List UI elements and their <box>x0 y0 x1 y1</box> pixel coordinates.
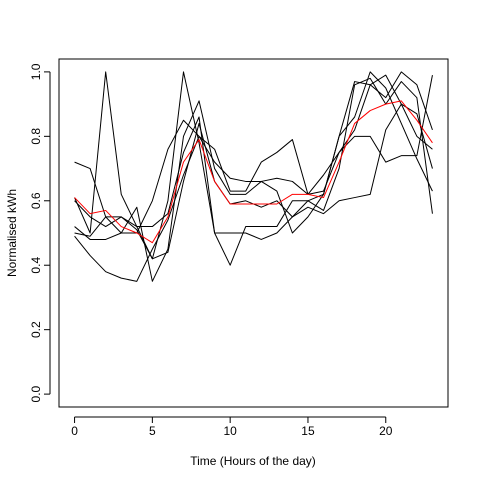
series-line-3 <box>74 71 433 282</box>
series-line-red <box>74 100 433 244</box>
series-line-4 <box>74 71 433 240</box>
x-axis-label: Time (Hours of the day) <box>190 454 316 468</box>
y-axis-label: Normalised kWh <box>5 189 19 277</box>
y-tick-label: 0.6 <box>29 192 43 209</box>
y-tick-label: 0.0 <box>29 385 43 402</box>
x-tick-label: 15 <box>301 424 315 438</box>
y-tick-label: 0.2 <box>29 321 43 338</box>
x-tick-label: 0 <box>71 424 78 438</box>
plot-frame <box>58 58 449 408</box>
series-layer <box>74 71 433 282</box>
y-axis: 0.0 0.2 0.4 0.6 0.8 1.0 <box>29 63 51 402</box>
x-axis: 0 5 10 15 20 <box>71 416 393 438</box>
series-line-2 <box>74 71 433 260</box>
y-tick-label: 0.4 <box>29 257 43 274</box>
series-line-5 <box>74 75 433 282</box>
y-tick-label: 1.0 <box>29 63 43 80</box>
y-tick-label: 0.8 <box>29 128 43 145</box>
x-tick-label: 10 <box>223 424 237 438</box>
x-tick-label: 20 <box>379 424 393 438</box>
x-tick-label: 5 <box>149 424 156 438</box>
